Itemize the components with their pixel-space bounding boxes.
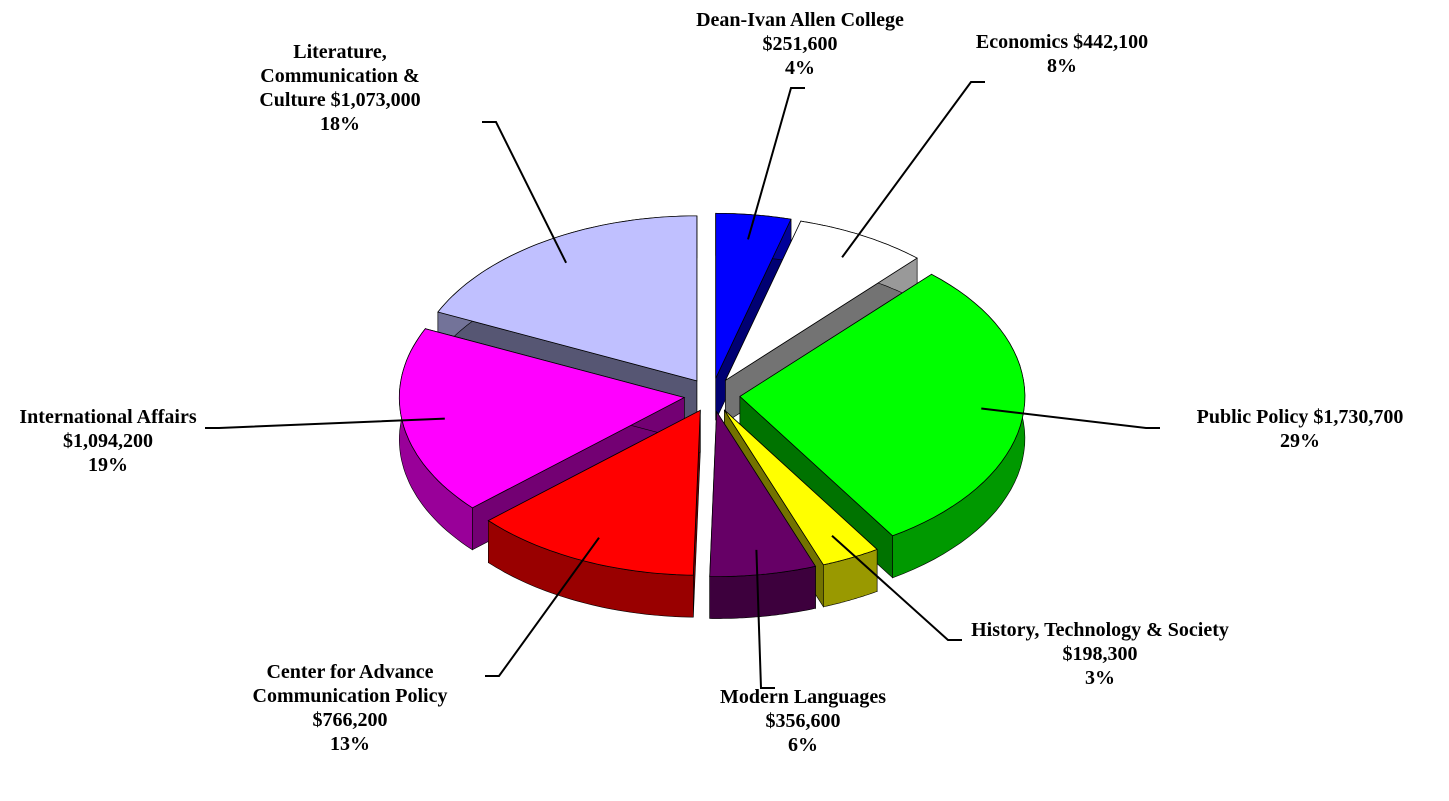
percent-label: 6%	[788, 734, 818, 756]
slice-label: Dean-Ivan Allen College $251,600 4%	[693, 8, 908, 80]
leader-line	[747, 87, 805, 240]
leader-line	[831, 534, 962, 641]
value-label: $1,094,200	[63, 430, 153, 452]
leader-line	[482, 121, 567, 264]
leader-line	[205, 417, 445, 429]
slice	[709, 410, 817, 577]
slice	[398, 328, 686, 509]
percent-label: 4%	[785, 57, 815, 79]
value-label: $766,200	[312, 709, 388, 731]
percent-label: 18%	[320, 113, 360, 135]
value-label: $251,600	[762, 33, 838, 55]
leader-line	[755, 549, 775, 689]
category-label: Dean-Ivan Allen College	[696, 9, 904, 31]
category-label: Modern Languages	[719, 686, 887, 708]
slice-label: Public Policy $1,730,700 29%	[1150, 405, 1449, 453]
value-label: $198,300	[1062, 643, 1138, 665]
slice-label: Economics $442,100 8%	[932, 30, 1192, 78]
slice-label: History, Technology & Society $198,300 3%	[960, 618, 1240, 690]
value-label: $442,100	[1073, 31, 1149, 53]
leader-line	[485, 537, 600, 677]
percent-label: 8%	[1047, 55, 1077, 77]
percent-label: 29%	[1280, 430, 1320, 452]
category-label: Center for Advance Communication Policy	[252, 661, 448, 707]
category-label: International Affairs	[19, 406, 197, 428]
slice	[715, 212, 792, 379]
slice	[437, 215, 698, 382]
category-label: Economics	[975, 31, 1069, 53]
slice	[487, 409, 701, 576]
leader-line	[981, 407, 1160, 429]
slice-label: Modern Languages $356,600 6%	[683, 685, 923, 757]
slice-label: Center for Advance Communication Policy …	[215, 660, 485, 756]
value-label: $356,600	[765, 710, 841, 732]
slice	[739, 273, 1026, 537]
category-label: Public Policy	[1196, 406, 1309, 428]
slice-label: Literature, Communication & Culture $1,0…	[238, 40, 443, 136]
leader-line	[841, 81, 985, 258]
slice	[724, 220, 918, 382]
value-label: $1,073,000	[330, 89, 421, 111]
value-label: $1,730,700	[1313, 406, 1404, 428]
percent-label: 3%	[1085, 667, 1115, 689]
slice-label: International Affairs $1,094,200 19%	[0, 405, 218, 477]
percent-label: 19%	[88, 454, 128, 476]
slice	[724, 409, 878, 566]
percent-label: 13%	[330, 733, 370, 755]
category-label: Literature, Communication & Culture	[259, 41, 420, 111]
category-label: History, Technology & Society	[971, 619, 1229, 641]
